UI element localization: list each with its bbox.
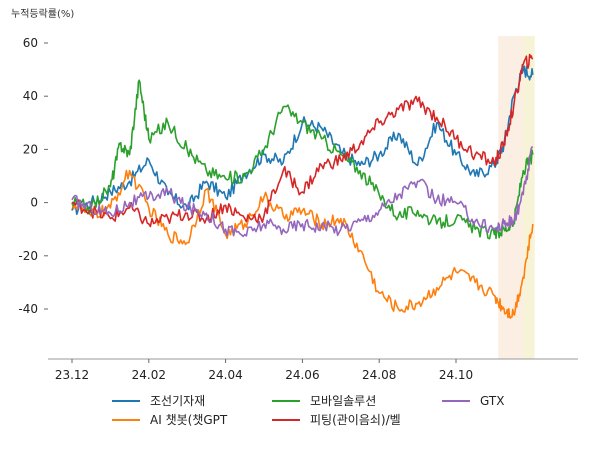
series-line-3: [71, 53, 534, 228]
series-line-0: [71, 65, 534, 216]
legend-label-0: 조선기자재: [150, 394, 205, 408]
x-tick-label: 23.12: [55, 368, 89, 382]
series-line-1: [71, 169, 534, 319]
highlight-band-1: [523, 36, 535, 359]
x-axis: 23.12 24.02 24.04 24.06 24.08 24.10: [48, 358, 578, 382]
legend-label-4: GTX: [480, 394, 504, 408]
x-tick-label: 24.02: [132, 368, 166, 382]
y-tick-label: 40: [23, 89, 38, 103]
y-tick-label: 0: [30, 196, 38, 210]
y-tick-label: 60: [23, 36, 38, 50]
x-tick-label: 24.04: [208, 368, 242, 382]
series-line-2: [71, 79, 534, 240]
legend-label-1: AI 챗봇(챗GPT: [150, 412, 228, 427]
legend-label-2: 모바일솔루션: [310, 394, 376, 408]
x-tick-label: 24.10: [439, 368, 473, 382]
x-tick-label: 24.06: [285, 368, 319, 382]
y-tick-label: -20: [18, 249, 38, 263]
y-axis-unit-label: 누적등락률(%): [11, 8, 74, 20]
y-axis: 60 40 20 0 -20 -40: [18, 36, 48, 316]
legend-label-3: 피팅(관이음쇠)/벨: [310, 413, 401, 427]
series-lines: [71, 53, 534, 319]
y-tick-label: 20: [23, 142, 38, 156]
legend: 조선기자재 모바일솔루션 GTX AI 챗봇(챗GPT 피팅(관이음쇠)/벨: [112, 394, 504, 427]
series-line-4: [71, 145, 534, 238]
x-tick-label: 24.08: [362, 368, 396, 382]
y-tick-label: -40: [18, 302, 38, 316]
